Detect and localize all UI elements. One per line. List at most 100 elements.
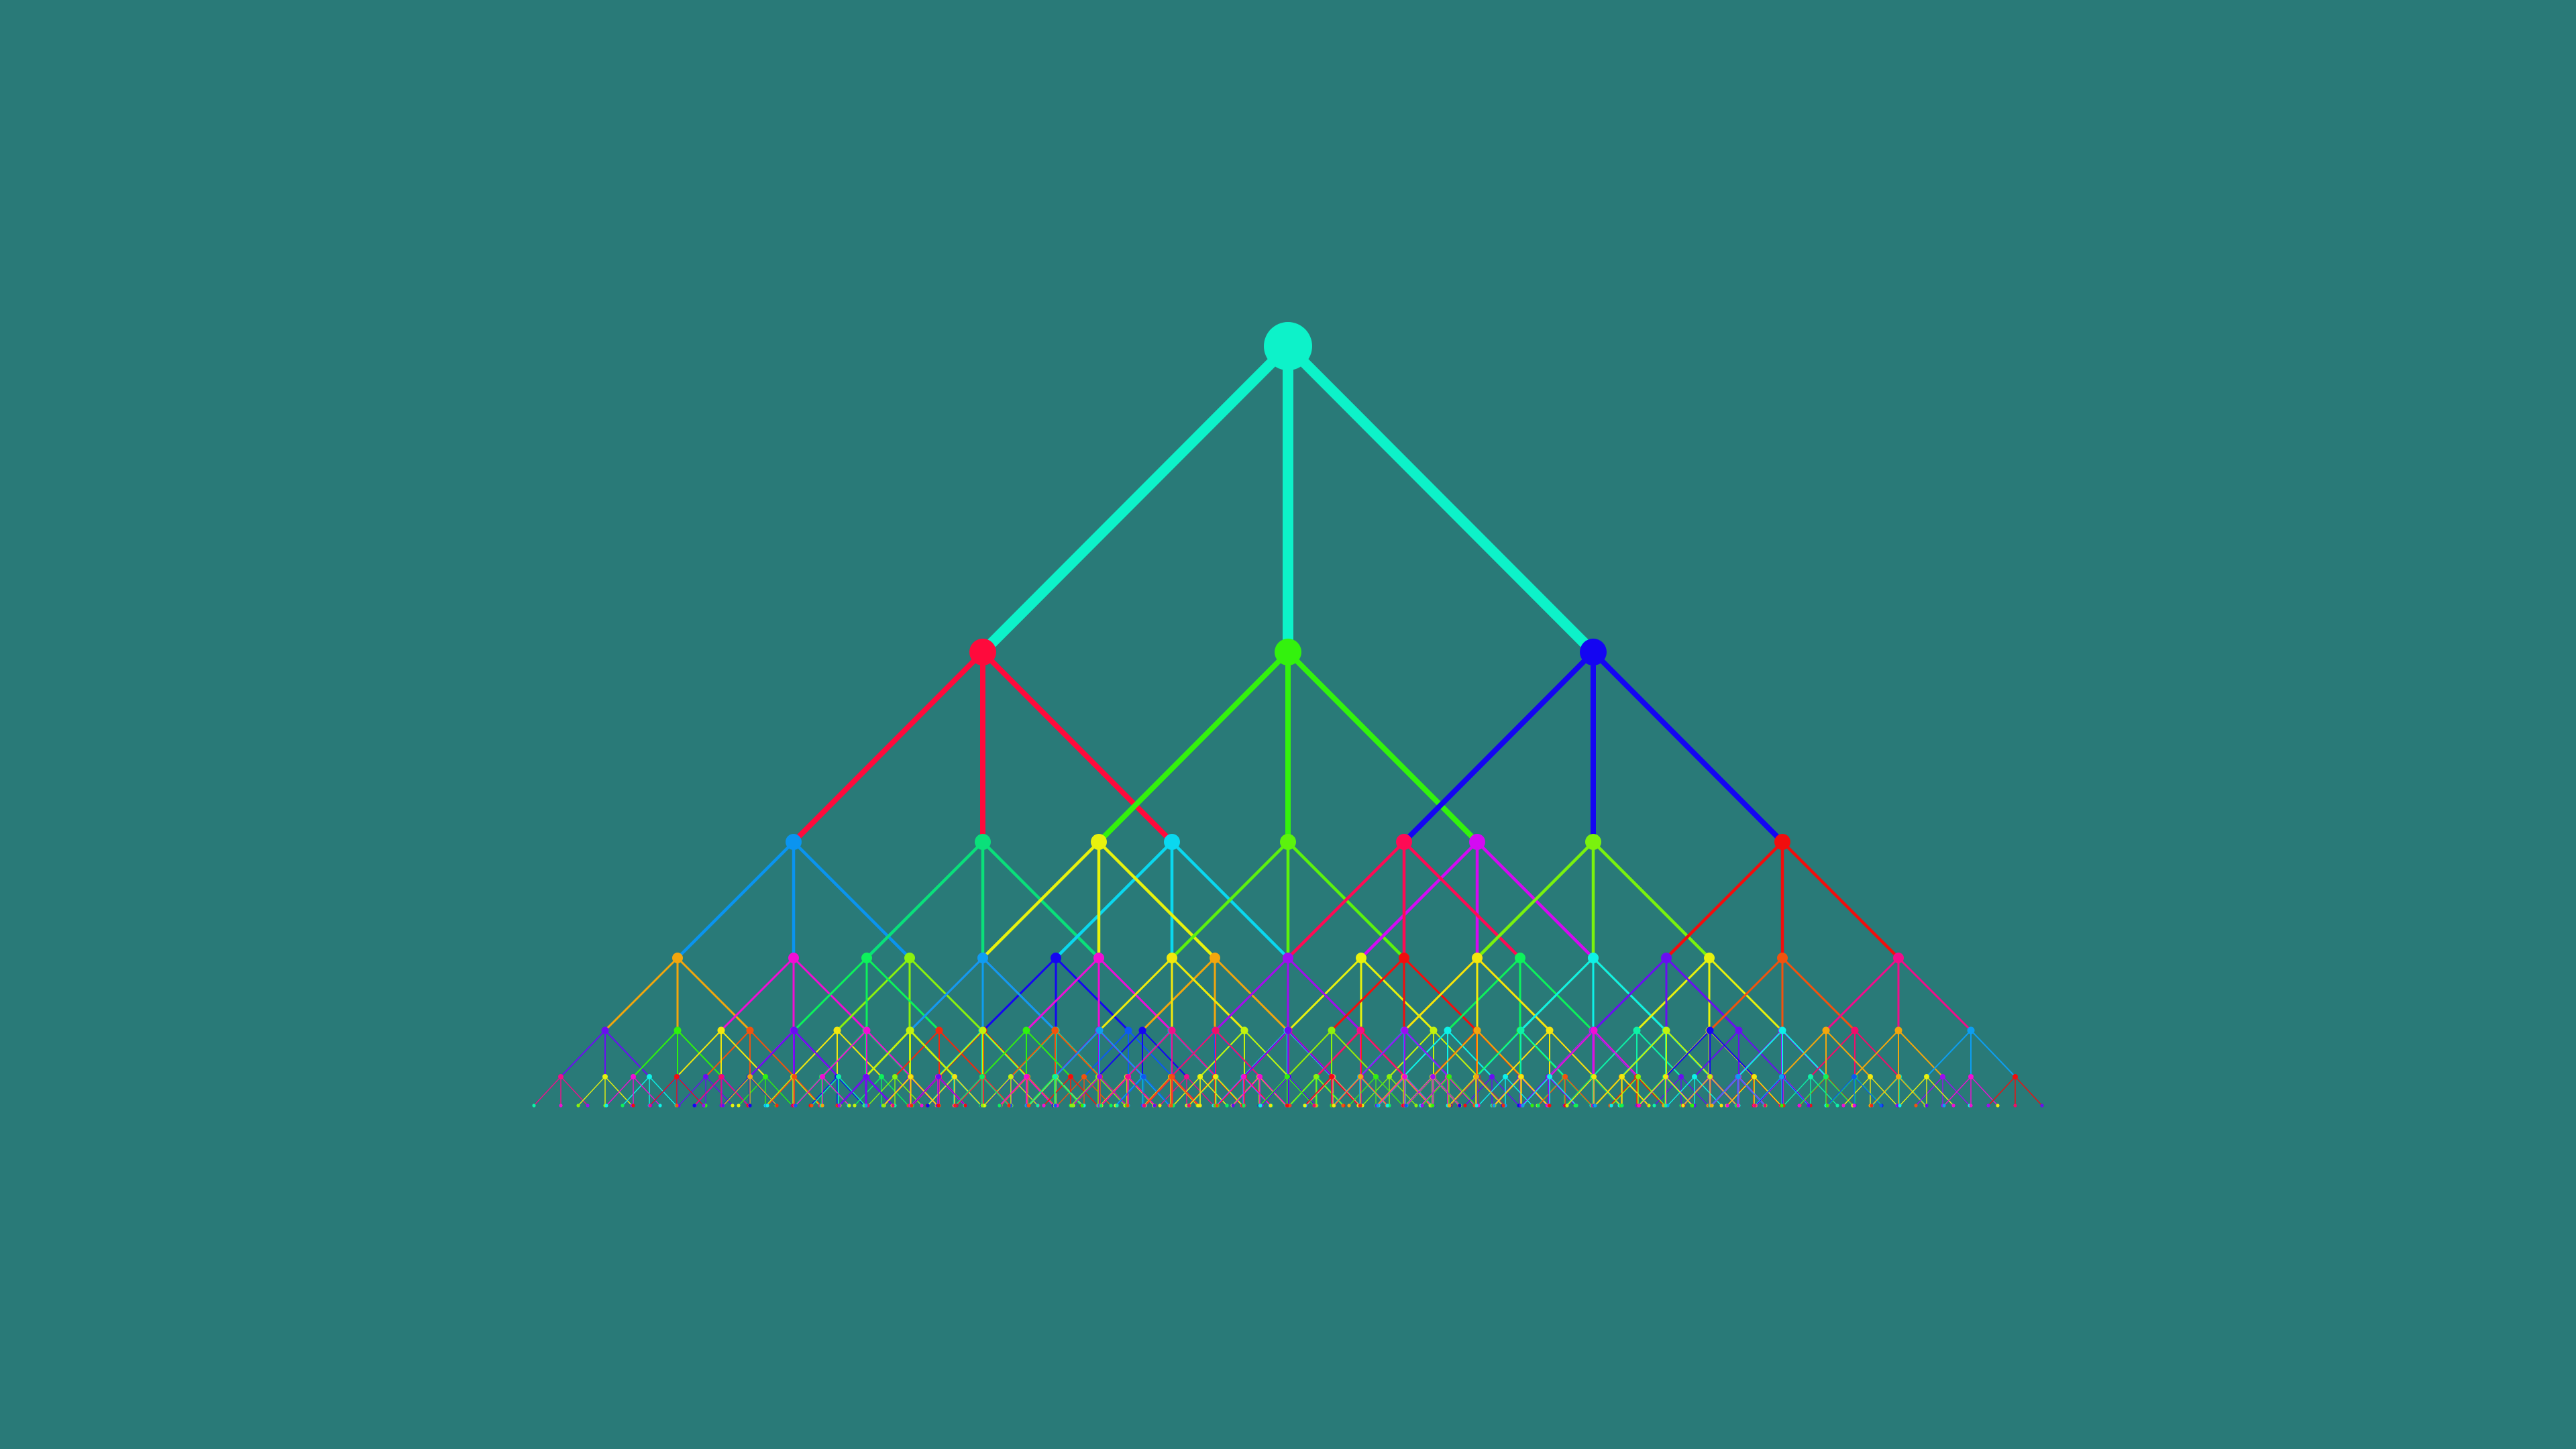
tree-edge-level-6 [999,1076,1027,1106]
tree-edge-level-6 [1359,1076,1387,1106]
tree-edge-level-3 [792,840,912,960]
tree-edge-level-3 [1359,840,1479,960]
tree-edge-level-6 [1027,1076,1055,1106]
tree-edge-level-6 [1610,1076,1638,1106]
tree-edge-level-6 [909,1076,937,1106]
tree-node-level-6 [1431,1104,1435,1108]
tree-node-level-4 [833,1026,841,1034]
tree-edge-level-6 [722,1076,750,1106]
tree-edge-level-6 [1289,1076,1317,1106]
tree-edge-level-6 [1799,1076,1827,1106]
tree-node-level-2 [786,834,802,850]
tree-node-level-6 [1115,1104,1119,1108]
tree-edge-level-5 [1665,1030,1711,1077]
tree-edge-level-6 [767,1076,795,1106]
tree-edge-level-6 [1188,1076,1216,1106]
tree-edge-level-6 [983,1076,1012,1106]
tree-node-level-3 [904,953,915,963]
tree-node-level-6 [1196,1104,1200,1108]
tree-edge-level-4 [1593,957,1668,1032]
tree-node-level-5 [863,1074,869,1079]
tree-node-level-3 [1704,953,1715,963]
tree-edge-level-5 [1097,1030,1143,1077]
tree-edge-level-6 [1403,1076,1432,1106]
tree-edge-level-6 [982,1076,1010,1106]
tree-edge-level-6 [606,1076,634,1106]
tree-edge-level-6 [1232,1076,1260,1106]
tree-node-level-5 [936,1074,941,1079]
tree-edge-level-4 [1055,957,1130,1032]
tree-edge-level-6 [1654,1076,1682,1106]
tree-node-level-5 [1184,1074,1189,1079]
tree-edge-level-6 [1334,1076,1362,1106]
tree-edge-level-4 [1446,957,1521,1032]
tree-edge-level-6 [1566,1076,1595,1106]
tree-edge-level-6 [883,1076,911,1106]
tree-edge-level-6 [1667,1076,1695,1106]
tree-edge-level-6 [1127,1076,1155,1106]
tree-edge-level-6 [1827,1076,1855,1106]
tree-node-level-5 [1489,1074,1495,1079]
tree-edge-level-6 [749,1076,777,1106]
tree-edge-level-4 [1141,957,1216,1032]
tree-nodes [532,322,2044,1108]
tree-node-level-5 [952,1074,957,1079]
tree-edge-level-6 [1172,1076,1200,1106]
tree-edge-level-6 [1421,1076,1450,1106]
tree-edge-level-1 [1283,341,1599,657]
tree-node-level-4 [1124,1026,1132,1034]
tree-node-level-2 [1469,834,1485,850]
tree-edge-level-6 [1026,1076,1055,1106]
tree-node-level-4 [1212,1026,1220,1034]
tree-edge-level-4 [865,957,941,1032]
tree-node-level-2 [1774,834,1790,850]
tree-node-level-5 [1257,1074,1263,1079]
tree-edge-level-3 [1591,840,1711,960]
tree-node-level-5 [1474,1074,1479,1079]
tree-edge-level-6 [1594,1076,1622,1106]
tree-edge-level-5 [1825,1030,1871,1077]
tree-edge-level-6 [837,1076,865,1106]
tree-edge-level-6 [1026,1076,1054,1106]
tree-node-level-3 [1051,953,1061,963]
tree-edge-level-6 [1000,1076,1028,1106]
tree-edge-level-5 [822,1030,867,1077]
tree-edge-level-6 [765,1076,793,1106]
tree-edge-level-6 [1898,1076,1927,1106]
tree-edge-level-6 [1171,1076,1199,1106]
tree-edge-level-6 [1332,1076,1360,1106]
tree-edge-level-6 [810,1076,838,1106]
tree-edge-level-6 [722,1076,751,1106]
tree-node-level-2 [1164,834,1180,850]
tree-edge-level-6 [1683,1076,1711,1106]
tree-node-level-4 [1851,1026,1859,1034]
tree-edge-level-4 [1709,957,1784,1032]
tree-edge-level-6 [1406,1076,1434,1106]
tree-node-level-6 [810,1104,814,1108]
tree-edge-level-6 [677,1076,705,1106]
tree-node-level-4 [1894,1026,1902,1034]
tree-edge-level-6 [1043,1076,1071,1106]
tree-node-level-5 [631,1074,636,1079]
tree-node-level-4 [1662,1026,1670,1034]
tree-edge-level-6 [1420,1076,1448,1106]
tree-node-level-5 [1068,1074,1073,1079]
tree-edge-level-4 [1665,957,1740,1032]
tree-node-level-6 [1474,1104,1479,1108]
tree-edge-level-4 [1635,957,1711,1032]
tree-node-level-6 [1925,1104,1929,1108]
tree-edge-level-5 [1432,1030,1478,1077]
tree-node-level-3 [977,953,988,963]
tree-edge-level-5 [1099,1030,1144,1077]
tree-edge-level-6 [1872,1076,1900,1106]
tree-edge-level-6 [1564,1076,1593,1106]
tree-node-level-5 [1808,1074,1813,1079]
tree-edge-level-6 [1304,1076,1332,1106]
tree-edge-level-5 [1404,1030,1450,1077]
tree-edge-level-6 [1477,1076,1505,1106]
tree-edge-level-6 [1143,1076,1171,1106]
tree-edge-level-6 [927,1076,955,1106]
tree-node-level-6 [891,1104,895,1108]
tree-edge-level-6 [1549,1076,1577,1106]
tree-node-level-4 [1706,1026,1714,1034]
